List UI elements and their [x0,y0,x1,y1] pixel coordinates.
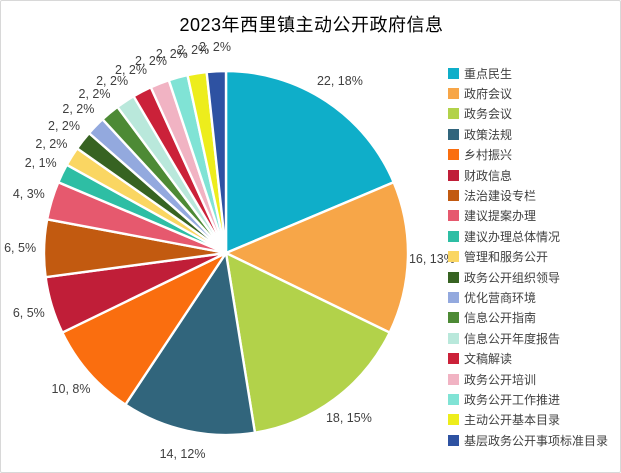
slice-label-8: 2, 1% [24,155,57,170]
slice-label-0: 22, 18% [316,74,363,89]
slice-label-12: 2, 2% [78,87,111,102]
legend-label: 主动公开基本目录 [464,413,561,428]
legend-item-18[interactable]: 基层政务公开事项标准目录 [448,430,620,450]
legend-swatch-icon [448,88,459,100]
legend-swatch-icon [448,353,459,365]
legend: 重点民生政府会议政务会议政策法规乡村振兴财政信息法治建设专栏 建议提案办理建议办理… [448,63,620,450]
slice-label-15: 2, 2% [135,54,167,69]
legend-label: 优化营商环境 [464,290,537,305]
legend-swatch-icon [448,190,459,202]
legend-label: 信息公开指南 [464,311,537,326]
legend-item-5[interactable]: 财政信息 [448,165,620,185]
pie-slice-3[interactable] [124,251,257,437]
legend-item-8[interactable]: 建议办理总体情况 [448,226,620,246]
slice-label-13: 2, 2% [96,74,129,89]
legend-item-12[interactable]: 信息公开指南 [448,308,620,328]
legend-item-9[interactable]: 管理和服务公开 [448,247,620,267]
legend-label: 信息公开年度报告 [464,331,561,346]
legend-label: 重点民生 [464,66,513,81]
legend-swatch-icon [448,332,459,344]
legend-swatch-icon [448,169,459,181]
legend-swatch-icon [448,67,459,79]
legend-item-3[interactable]: 政策法规 [448,124,620,144]
legend-label: 法治建设专栏 [464,189,537,204]
legend-label: 政务公开组织领导 [464,270,561,285]
slice-label-6: 6, 5% [4,240,37,255]
legend-swatch-icon [448,312,459,324]
legend-label: 政务公开工作推进 [464,392,561,407]
legend-swatch-icon [448,149,459,161]
pie-slice-0[interactable] [224,69,395,255]
legend-label: 财政信息 [464,168,513,183]
slice-label-2: 18, 15% [325,411,372,426]
legend-swatch-icon [448,393,459,405]
legend-item-14[interactable]: 文稿解读 [448,348,620,368]
legend-swatch-icon [448,230,459,242]
legend-swatch-icon [448,251,459,263]
legend-swatch-icon [448,291,459,303]
legend-label: 管理和服务公开 [464,250,549,265]
slice-label-14: 2, 2% [115,63,147,78]
slice-label-18: 2, 2% [199,40,231,55]
slice-label-9: 2, 2% [35,136,68,151]
legend-label: 政府会议 [464,87,513,102]
legend-item-7[interactable]: 建议提案办理 [448,206,620,226]
legend-swatch-icon [448,210,459,222]
legend-swatch-icon [448,373,459,385]
legend-item-10[interactable]: 政务公开组织领导 [448,267,620,287]
pie-slice-4[interactable] [61,251,228,406]
legend-swatch-icon [448,414,459,426]
legend-item-16[interactable]: 政务公开工作推进 [448,389,620,409]
pie-slice-1[interactable] [224,181,410,334]
legend-label: 政务会议 [464,107,513,122]
slice-label-5: 6, 5% [12,305,45,320]
legend-item-13[interactable]: 信息公开年度报告 [448,328,620,348]
pie-slice-2[interactable] [224,251,391,434]
chart-title: 2023年西里镇主动公开政府信息 [179,15,444,35]
slice-label-4: 10, 8% [51,381,91,396]
legend-label: 建议提案办理 [464,209,537,224]
legend-swatch-icon [448,271,459,283]
legend-item-2[interactable]: 政务会议 [448,104,620,124]
legend-label: 乡村振兴 [464,148,513,163]
legend-item-11[interactable]: 优化营商环境 [448,287,620,307]
legend-item-4[interactable]: 乡村振兴 [448,145,620,165]
legend-label: 建议办理总体情况 [464,229,561,244]
legend-swatch-icon [448,108,459,120]
legend-label: 政务公开培训 [464,372,537,387]
slice-label-11: 2, 2% [62,102,95,117]
slice-label-7: 4, 3% [12,186,45,201]
legend-item-17[interactable]: 主动公开基本目录 [448,410,620,430]
slice-label-3: 14, 12% [159,447,206,462]
pie-slice-18[interactable] [205,69,228,255]
legend-label: 政策法规 [464,127,513,142]
legend-item-0[interactable]: 重点民生 [448,63,620,83]
legend-label: 基层政务公开事项标准目录 [464,433,609,448]
slice-label-1: 16, 13% [408,251,455,266]
legend-swatch-icon [448,434,459,446]
legend-label: 文稿解读 [464,352,513,367]
slice-label-17: 2, 2% [177,42,210,57]
slice-label-10: 2, 2% [48,118,80,133]
legend-item-15[interactable]: 政务公开培训 [448,369,620,389]
legend-item-6[interactable]: 法治建设专栏 [448,185,620,205]
slice-label-16: 2, 2% [155,47,188,62]
legend-swatch-icon [448,128,459,140]
legend-item-1[interactable]: 政府会议 [448,83,620,103]
